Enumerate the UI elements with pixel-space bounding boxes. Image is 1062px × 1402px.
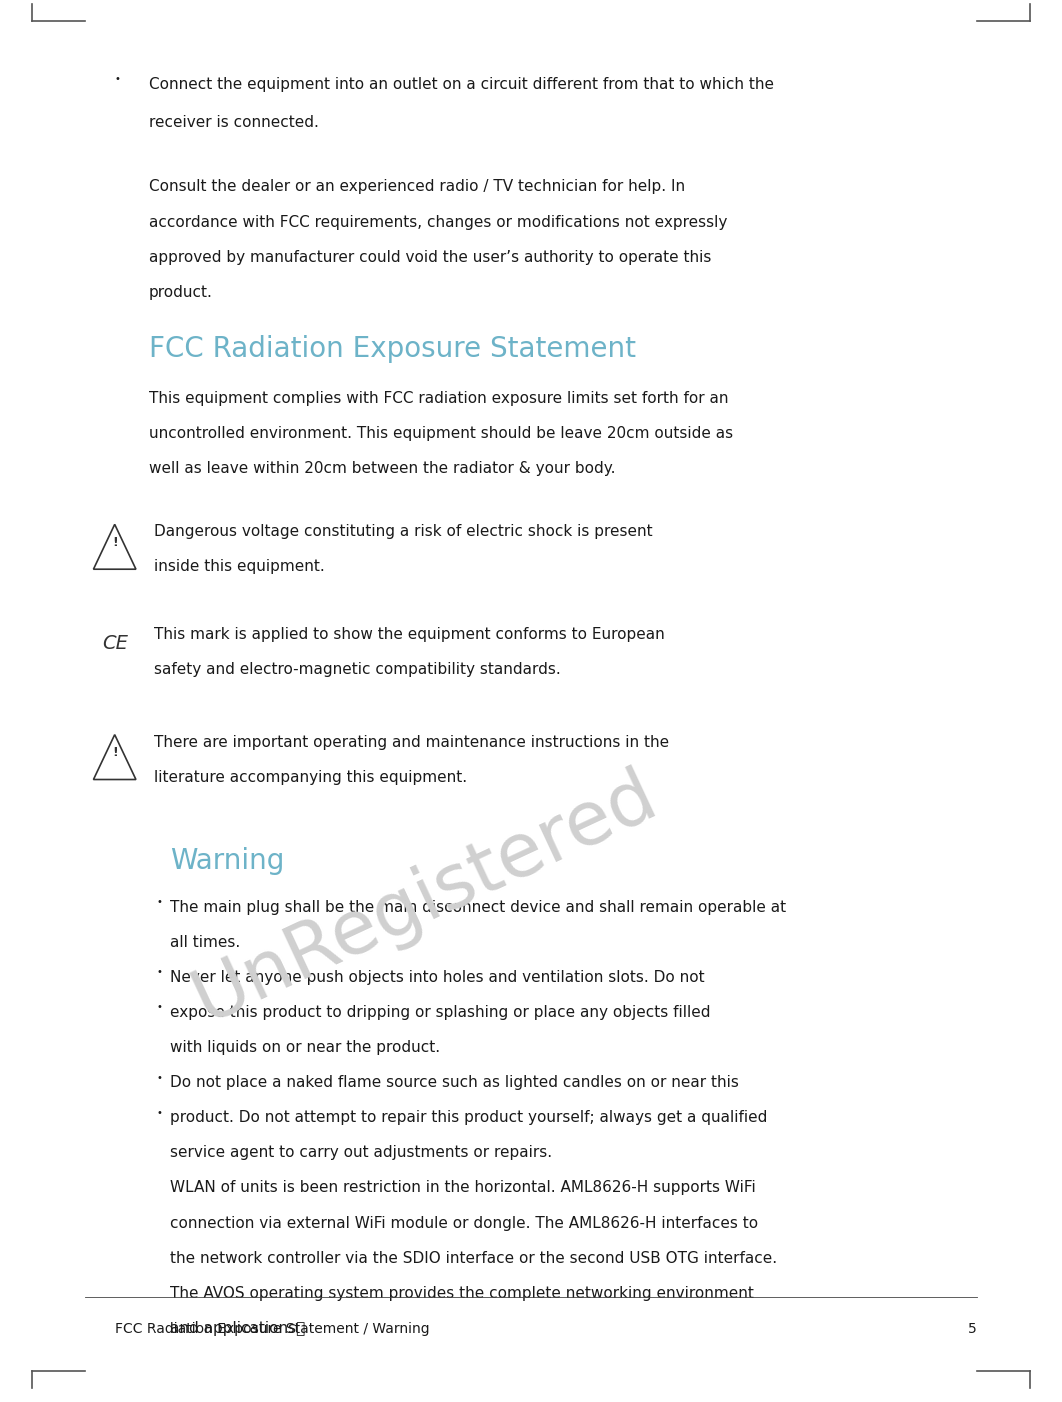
Text: inside this equipment.: inside this equipment. (154, 559, 325, 575)
Text: CE: CE (102, 634, 127, 653)
Text: service agent to carry out adjustments or repairs.: service agent to carry out adjustments o… (170, 1145, 552, 1161)
Text: safety and electro-magnetic compatibility standards.: safety and electro-magnetic compatibilit… (154, 662, 561, 677)
Text: !: ! (112, 746, 118, 758)
Text: •: • (156, 897, 162, 907)
Text: and applications。: and applications。 (170, 1321, 305, 1336)
Text: the network controller via the SDIO interface or the second USB OTG interface.: the network controller via the SDIO inte… (170, 1251, 777, 1266)
Text: accordance with FCC requirements, changes or modifications not expressly: accordance with FCC requirements, change… (149, 215, 727, 230)
Text: This mark is applied to show the equipment conforms to European: This mark is applied to show the equipme… (154, 627, 665, 642)
Text: The AVOS operating system provides the complete networking environment: The AVOS operating system provides the c… (170, 1286, 754, 1301)
Text: UnRegistered: UnRegistered (182, 758, 668, 1036)
Text: with liquids on or near the product.: with liquids on or near the product. (170, 1040, 440, 1056)
Text: product.: product. (149, 285, 212, 300)
Text: all times.: all times. (170, 935, 240, 951)
Text: connection via external WiFi module or dongle. The AML8626-H interfaces to: connection via external WiFi module or d… (170, 1216, 758, 1231)
Text: literature accompanying this equipment.: literature accompanying this equipment. (154, 770, 467, 785)
Text: Connect the equipment into an outlet on a circuit different from that to which t: Connect the equipment into an outlet on … (149, 77, 774, 93)
Text: •: • (115, 74, 121, 84)
Text: Warning: Warning (170, 847, 285, 875)
Text: •: • (156, 1108, 162, 1117)
Text: •: • (156, 1073, 162, 1082)
Text: !: ! (112, 536, 118, 548)
Text: receiver is connected.: receiver is connected. (149, 115, 319, 130)
Text: uncontrolled environment. This equipment should be leave 20cm outside as: uncontrolled environment. This equipment… (149, 426, 733, 442)
Text: There are important operating and maintenance instructions in the: There are important operating and mainte… (154, 735, 669, 750)
Text: expose this product to dripping or splashing or place any objects filled: expose this product to dripping or splas… (170, 1005, 710, 1021)
Text: FCC Radiation Exposure Statement: FCC Radiation Exposure Statement (149, 335, 636, 363)
Text: •: • (156, 967, 162, 977)
Text: The main plug shall be the main disconnect device and shall remain operable at: The main plug shall be the main disconne… (170, 900, 786, 916)
Text: FCC Radiation Exposure Statement / Warning: FCC Radiation Exposure Statement / Warni… (115, 1322, 429, 1336)
Text: WLAN of units is been restriction in the horizontal. AML8626-H supports WiFi: WLAN of units is been restriction in the… (170, 1180, 756, 1196)
Text: product. Do not attempt to repair this product yourself; always get a qualified: product. Do not attempt to repair this p… (170, 1110, 767, 1126)
Text: 5: 5 (969, 1322, 977, 1336)
Text: approved by manufacturer could void the user’s authority to operate this: approved by manufacturer could void the … (149, 250, 712, 265)
Text: •: • (156, 1002, 162, 1012)
Text: Consult the dealer or an experienced radio / TV technician for help. In: Consult the dealer or an experienced rad… (149, 179, 685, 195)
Text: well as leave within 20cm between the radiator & your body.: well as leave within 20cm between the ra… (149, 461, 615, 477)
Text: This equipment complies with FCC radiation exposure limits set forth for an: This equipment complies with FCC radiati… (149, 391, 729, 407)
Text: Do not place a naked flame source such as lighted candles on or near this: Do not place a naked flame source such a… (170, 1075, 739, 1091)
Text: Dangerous voltage constituting a risk of electric shock is present: Dangerous voltage constituting a risk of… (154, 524, 653, 540)
Text: Never let anyone push objects into holes and ventilation slots. Do not: Never let anyone push objects into holes… (170, 970, 704, 986)
